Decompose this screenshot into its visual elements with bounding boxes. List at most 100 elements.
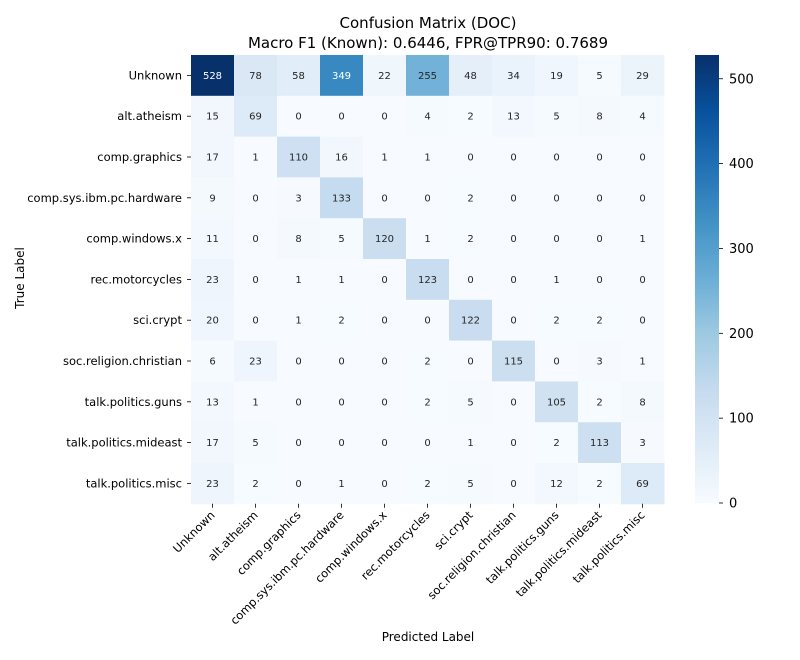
cell-value-label: 0 [252,193,258,204]
y-tick-label: Unknown [129,68,182,82]
heatmap-cell [234,422,278,464]
heatmap-cell [363,299,407,342]
heatmap-cell [191,136,235,178]
heatmap-cell [363,218,407,260]
cell-value-label: 5 [467,397,473,408]
heatmap-cell [492,340,536,382]
cell-value-label: 8 [596,112,602,123]
heatmap-cell [191,299,235,342]
colorbar-tick-label: 500 [729,72,754,87]
cell-value-label: 1 [424,153,430,164]
heatmap-cell [406,259,450,301]
cell-value-label: 1 [639,357,645,368]
heatmap-cell [363,463,407,505]
cell-value-label: 2 [424,397,430,408]
heatmap-cell [492,55,536,97]
heatmap-cell [449,55,493,97]
cell-value-label: 48 [464,71,477,82]
cell-value-label: 0 [596,275,602,286]
heatmap-cell [277,136,321,178]
cell-value-label: 0 [381,112,387,123]
heatmap-cell [406,177,450,219]
cell-value-label: 0 [252,234,258,245]
heatmap-cell [320,422,364,464]
cell-value-label: 2 [553,316,559,327]
heatmap-cell [449,299,493,342]
cell-value-label: 17 [206,438,219,449]
heatmap-cell [621,95,665,138]
heatmap-cell [578,463,622,505]
heatmap-cell [277,381,321,423]
cell-value-label: 122 [461,316,480,327]
cell-value-label: 0 [553,234,559,245]
cell-value-label: 58 [292,71,305,82]
cell-value-label: 0 [338,397,344,408]
cell-value-label: 0 [338,438,344,449]
cell-value-label: 113 [590,438,609,449]
cell-value-label: 0 [467,275,473,286]
x-tick-label: talk.politics.guns [483,508,562,587]
heatmap-cell [535,177,579,219]
heatmap-cell [363,136,407,178]
cell-value-label: 5 [553,112,559,123]
cell-value-label: 0 [510,479,516,490]
cell-value-label: 8 [295,234,301,245]
cell-value-label: 123 [418,275,437,286]
cell-value-label: 3 [596,357,602,368]
cell-value-label: 0 [381,479,387,490]
heatmap-cell [234,259,278,301]
heatmap-cell [578,259,622,301]
cell-value-label: 5 [338,234,344,245]
heatmap-cell [449,340,493,382]
heatmap-cell [621,422,665,464]
heatmap-cell [492,259,536,301]
cell-value-label: 2 [424,357,430,368]
heatmap-cell [406,95,450,138]
heatmap-cell [621,55,665,97]
cell-value-label: 110 [289,153,308,164]
y-tick-label: comp.sys.ibm.pc.hardware [27,191,182,205]
cell-value-label: 6 [209,357,215,368]
heatmap-cell [492,463,536,505]
cell-value-label: 23 [206,479,219,490]
heatmap-cell [492,136,536,178]
cell-value-label: 255 [418,71,437,82]
heatmap-cell [191,381,235,423]
cell-value-label: 0 [295,397,301,408]
cell-value-label: 5 [252,438,258,449]
cell-value-label: 0 [553,193,559,204]
heatmap-cell [277,259,321,301]
heatmap-cell [535,463,579,505]
heatmap-cell [535,55,579,97]
cell-value-label: 1 [252,397,258,408]
heatmap-cell [621,381,665,423]
heatmap-cell [363,177,407,219]
cell-value-label: 29 [636,71,649,82]
heatmap-cell [621,463,665,505]
heatmap-cell [449,463,493,505]
heatmap-cell [535,422,579,464]
heatmap-cell [320,55,364,97]
heatmap-cell [535,136,579,178]
cell-value-label: 0 [295,112,301,123]
heatmap-cell [578,422,622,464]
heatmap-cell [449,259,493,301]
cell-value-label: 0 [510,438,516,449]
heatmap-cell [449,422,493,464]
chart-subtitle: Macro F1 (Known): 0.6446, FPR@TPR90: 0.7… [248,34,608,52]
cell-value-label: 0 [381,397,387,408]
heatmap-cell [277,463,321,505]
cell-value-label: 2 [467,234,473,245]
heatmap-cell [320,95,364,138]
cell-value-label: 2 [596,316,602,327]
heatmap-cell [363,95,407,138]
cell-value-label: 19 [550,71,563,82]
heatmap-cell [492,218,536,260]
heatmap-cell [449,95,493,138]
heatmap-cell [492,381,536,423]
heatmap-cell [406,422,450,464]
heatmap-cell [191,177,235,219]
heatmap-cell [535,218,579,260]
heatmap-cell [492,299,536,342]
